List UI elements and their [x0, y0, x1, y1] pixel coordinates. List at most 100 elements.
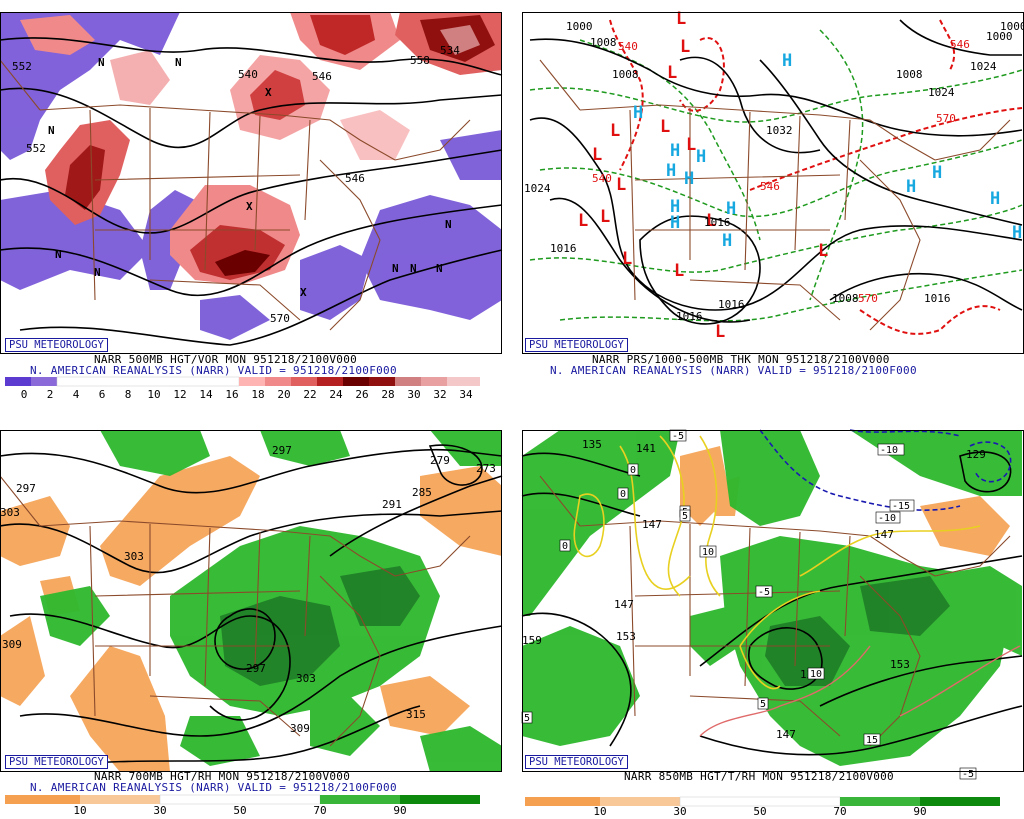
isotherm-label: 15 [866, 735, 878, 746]
isotherm-label: 5 [760, 699, 766, 710]
isotherms-pink [699, 645, 1021, 737]
center-marker: N [175, 56, 182, 69]
psu-meteorology-badge: PSU METEOROLOGY [525, 338, 628, 352]
high-marker: H [990, 189, 1000, 209]
panel-title: NARR 850MB HGT/T/RH MON 951218/2100V000 [624, 770, 894, 783]
center-marker: X [300, 286, 307, 299]
isotherms-yellow [573, 435, 981, 690]
contour-label: 303 [0, 506, 20, 519]
high-marker: H [696, 147, 706, 167]
political-borders [539, 59, 1011, 331]
center-markers: N N N N N N N N N X X X [48, 56, 452, 299]
contour-labels: 552 546 552 540 570 546 558 534 [12, 44, 460, 325]
contour-label: 291 [382, 498, 402, 511]
scale-tick-label: 20 [277, 388, 291, 401]
scale-tick-label: 18 [251, 388, 265, 401]
center-marker: N [436, 262, 443, 275]
contour-label: 552 [26, 142, 46, 155]
high-marker: H [722, 231, 732, 251]
high-marker: H [666, 161, 676, 181]
high-marker: H [726, 199, 736, 219]
scale-tick-label: 10 [73, 804, 87, 817]
isotherm-label: 10 [810, 669, 822, 680]
temp850-map: 135 141 147 147 153 159 153 147 129 147 … [521, 429, 1024, 807]
thickness-label: 546 [760, 180, 780, 193]
political-borders [0, 475, 471, 747]
moist-core-fill [220, 566, 420, 686]
low-marker: L [667, 63, 677, 83]
isotherm-label: -5 [962, 769, 974, 780]
high-marker: H [906, 177, 916, 197]
contour-label: 546 [312, 70, 332, 83]
isobar-label: 1000 [1000, 20, 1024, 33]
contour-label: 309 [290, 722, 310, 735]
isotherm-label: 0 [620, 489, 626, 500]
isobar-label: 1016 [924, 292, 951, 305]
isotherm-label: 0 [562, 541, 568, 552]
isobar-label: 1016 [550, 242, 577, 255]
rh-scale-ticks: 10 30 50 70 90 [520, 805, 1024, 819]
thickness-labels: 540 540 546 570 546 570 [592, 38, 970, 305]
isobar-label: 1008 [612, 68, 639, 81]
low-pressure-markers: L L L L L L L L L L L L L L L [578, 9, 828, 342]
panel-title: NARR 500MB HGT/VOR MON 951218/2100V000 [94, 353, 358, 366]
scale-tick-label: 12 [173, 388, 187, 401]
political-borders [539, 475, 1011, 747]
center-marker: N [48, 124, 55, 137]
height-label: 147 [614, 598, 634, 611]
thickness-label: 570 [858, 292, 878, 305]
low-marker: L [592, 145, 602, 165]
panel-title: NARR PRS/1000-500MB THK MON 951218/2100V… [592, 353, 890, 366]
low-marker: L [706, 211, 716, 231]
thickness-label: 540 [618, 40, 638, 53]
center-marker: N [410, 262, 417, 275]
contour-labels: 297 297 303 303 309 297 303 309 291 285 … [0, 444, 496, 735]
scale-tick-label: 30 [673, 805, 687, 818]
scale-tick-label: 90 [913, 805, 927, 818]
panel-subtitle: N. AMERICAN REANALYSIS (NARR) VALID = 95… [30, 781, 397, 794]
scale-tick-label: 50 [753, 805, 767, 818]
rh700-map: 297 297 303 303 309 297 303 309 291 285 … [0, 430, 503, 805]
rh-color-bar [525, 796, 1000, 807]
thickness-label: 546 [950, 38, 970, 51]
height-label: 147 [642, 518, 662, 531]
contour-label: 570 [270, 312, 290, 325]
psu-meteorology-badge: PSU METEOROLOGY [525, 755, 628, 769]
dry-air-fill [0, 456, 502, 772]
height-label: 147 [776, 728, 796, 741]
scale-tick-label: 50 [233, 804, 247, 817]
height-label: 153 [890, 658, 910, 671]
scale-tick-label: 70 [833, 805, 847, 818]
low-marker: L [616, 175, 626, 195]
isotherm-label: 0 [630, 465, 636, 476]
thickness-label: 540 [592, 172, 612, 185]
panel-subtitle: N. AMERICAN REANALYSIS (NARR) VALID = 95… [550, 364, 917, 377]
high-marker: H [670, 141, 680, 161]
high-marker: H [782, 51, 792, 71]
thickness-label: 570 [936, 112, 956, 125]
isobar-label: 1008 [896, 68, 923, 81]
high-marker: H [684, 169, 694, 189]
isotherm-label: -5 [672, 431, 684, 442]
contour-label: 297 [16, 482, 36, 495]
isobar-label: 1008 [590, 36, 617, 49]
rh-scale-ticks: 10 30 50 70 90 [0, 804, 504, 818]
center-marker: N [392, 262, 399, 275]
scale-tick-label: 0 [20, 388, 28, 401]
center-marker: N [98, 56, 105, 69]
vorticity-map: N N N N N N N N N X X X 552 546 552 540 … [0, 12, 503, 387]
isotherm-labels: -5 -10 -10 -15 0 0 5 0 5 -5 10 5 15 5 10… [521, 429, 977, 780]
contour-label: 534 [440, 44, 460, 57]
height-label: 147 [874, 528, 894, 541]
isobar-label: 1000 [566, 20, 593, 33]
scale-tick-label: 8 [124, 388, 132, 401]
center-marker: N [94, 266, 101, 279]
contour-label: 546 [345, 172, 365, 185]
contour-label: 285 [412, 486, 432, 499]
height-labels: 135 141 147 147 153 159 153 147 129 147 … [522, 438, 986, 741]
center-marker: X [246, 200, 253, 213]
high-marker: H [1012, 223, 1022, 243]
contour-label: 297 [272, 444, 292, 457]
isobar-labels: 1000 1008 1024 1016 1016 1032 1016 1008 … [524, 20, 1024, 323]
contour-label: 303 [124, 550, 144, 563]
